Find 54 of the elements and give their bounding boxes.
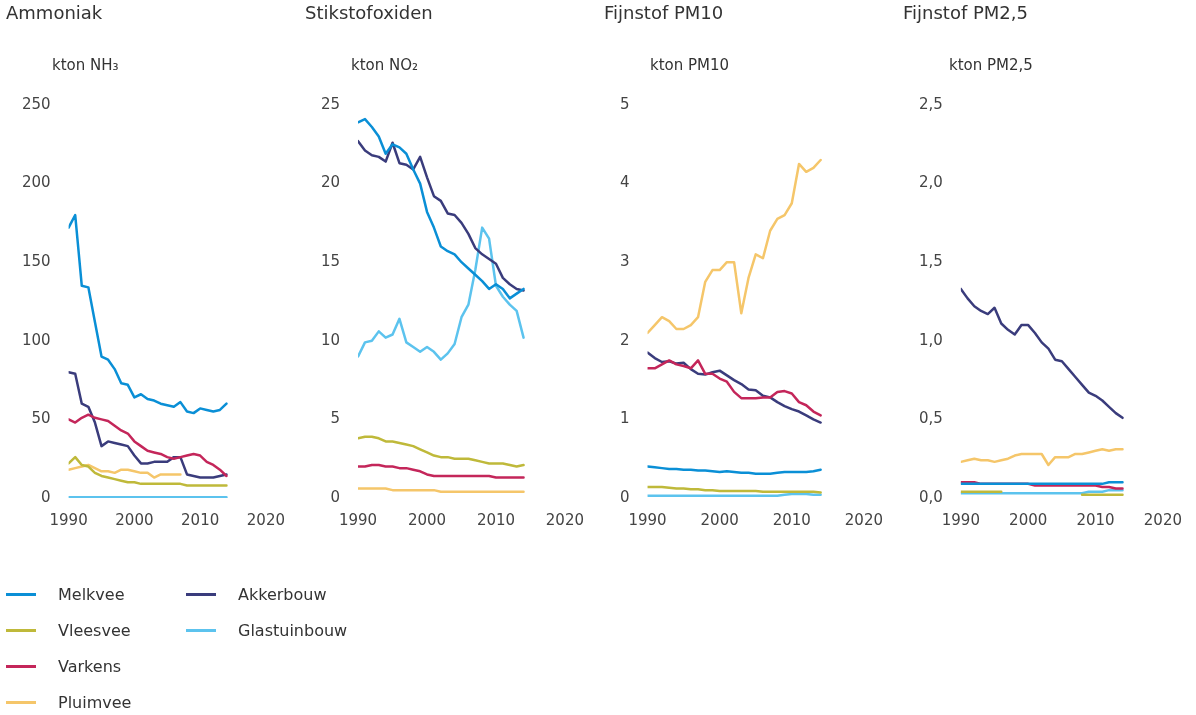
y-tick-label: 4 (620, 173, 630, 192)
x-tick-label: 2020 (246, 510, 286, 529)
x-tick-label: 2010 (476, 510, 516, 529)
y-tick-label: 20 (320, 173, 341, 192)
y-tick-label: 1,0 (919, 330, 943, 349)
x-tick-label: 1990 (628, 510, 667, 529)
x-tick-label: 2000 (407, 510, 447, 529)
y-tick-label: 100 (21, 330, 51, 349)
x-tick-label: 2020 (844, 510, 884, 529)
x-tick-label: 2000 (700, 510, 739, 529)
y-axis-title: kton PM2,5 (949, 56, 1033, 74)
chart-title: Fijnstof PM10 (603, 1, 725, 25)
y-tick-label: 50 (31, 409, 51, 428)
x-tick-label: 2010 (1076, 510, 1115, 529)
y-tick-label: 5 (620, 94, 630, 113)
x-tick-label: 1990 (338, 510, 378, 529)
x-tick-label: 2010 (181, 510, 220, 529)
chart-title: Stikstofoxiden (304, 1, 434, 25)
legend-label: Varkens (58, 656, 122, 676)
y-tick-label: 2 (620, 330, 630, 349)
legend-label: Akkerbouw (238, 584, 327, 604)
x-tick-label: 2000 (1009, 510, 1048, 529)
y-tick-label: 10 (320, 330, 341, 349)
chart-title: Fijnstof PM2,5 (902, 1, 1029, 25)
x-tick-label: 2000 (115, 510, 154, 529)
y-tick-label: 1 (620, 409, 630, 428)
y-tick-label: 25 (320, 94, 341, 113)
y-tick-label: 0,0 (919, 487, 943, 506)
x-tick-label: 1990 (941, 510, 980, 529)
x-tick-label: 2010 (772, 510, 811, 529)
y-tick-label: 0 (41, 487, 51, 506)
y-tick-label: 250 (21, 94, 51, 113)
legend-label: Melkvee (58, 584, 125, 604)
y-tick-label: 200 (21, 173, 51, 192)
y-tick-label: 0,5 (919, 409, 943, 428)
y-axis-title: kton NH₃ (52, 56, 119, 74)
x-tick-label: 2020 (1143, 510, 1183, 529)
y-tick-label: 0 (620, 487, 630, 506)
y-tick-label: 5 (330, 409, 341, 428)
y-tick-label: 3 (620, 252, 630, 271)
y-tick-label: 0 (330, 487, 341, 506)
y-tick-label: 15 (320, 252, 341, 271)
legend-label: Pluimvee (58, 692, 132, 712)
x-tick-label: 1990 (49, 510, 88, 529)
chart-title: Ammoniak (5, 1, 104, 25)
x-tick-label: 2020 (545, 510, 585, 529)
y-tick-label: 2,0 (919, 173, 943, 192)
y-axis-title: kton NO₂ (351, 56, 419, 74)
y-tick-label: 2,5 (919, 94, 943, 113)
y-axis-title: kton PM10 (650, 56, 730, 74)
y-tick-label: 150 (21, 252, 51, 271)
y-tick-label: 1,5 (919, 252, 943, 271)
legend-label: Glastuinbouw (238, 620, 348, 640)
legend-label: Vleesvee (58, 620, 131, 640)
